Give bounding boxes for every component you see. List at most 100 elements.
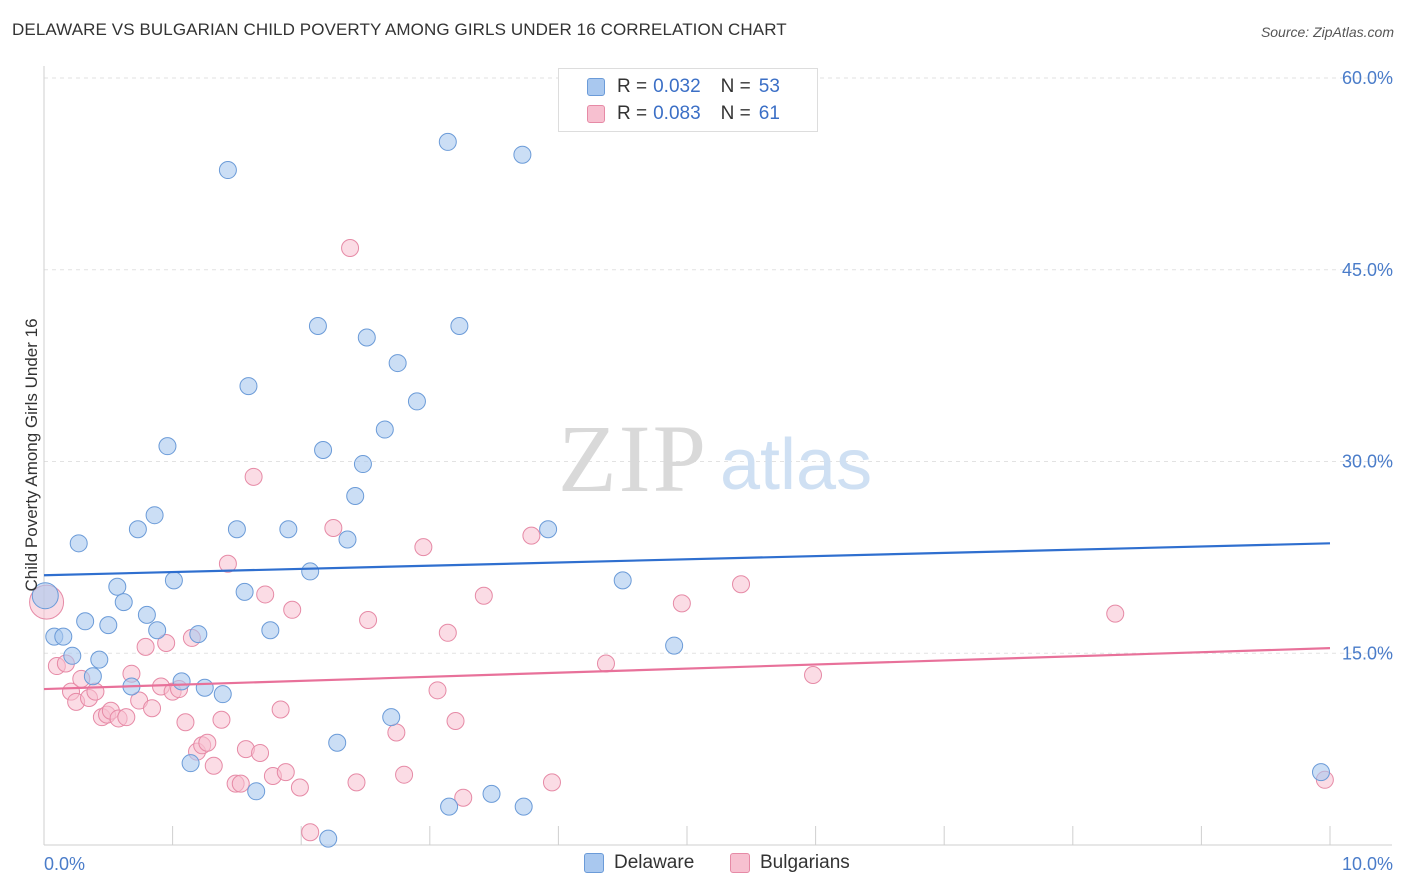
bulgarians-point (256, 585, 275, 604)
bulgarians-point (347, 773, 366, 792)
y-tick-label: 60.0% (1342, 68, 1393, 88)
legend-swatch-delaware (587, 78, 605, 96)
watermark: ZIP atlas (558, 405, 872, 512)
chart-title: DELAWARE VS BULGARIAN CHILD POVERTY AMON… (12, 20, 787, 39)
bulgarians-point (395, 765, 414, 784)
series-legend-bulgarians[interactable]: Bulgarians (730, 852, 850, 874)
bulgarians-point (271, 700, 290, 719)
delaware-point (158, 437, 177, 456)
legend-row-delaware: R = 0.032 N = 53 (587, 76, 780, 98)
bulgarians-point (117, 708, 136, 727)
delaware-trend-line (43, 542, 1331, 577)
delaware-point (63, 646, 82, 665)
y-tick-label: 30.0% (1342, 452, 1393, 472)
delaware-point (346, 487, 365, 506)
delaware-point (54, 627, 73, 646)
legend-r-value: 0.083 (653, 103, 701, 124)
delaware-point (301, 562, 320, 581)
trend-lines (43, 542, 1331, 691)
delaware-point (172, 672, 191, 691)
delaware-point (388, 354, 407, 373)
delaware-point (328, 733, 347, 752)
bulgarians-point (522, 526, 541, 545)
bulgarians-point (446, 712, 465, 731)
legend-r-label: R = (617, 103, 648, 124)
delaware-point (357, 328, 376, 347)
delaware-point (338, 530, 357, 549)
series-legend-delaware[interactable]: Delaware (584, 852, 694, 874)
delaware-point (148, 621, 167, 640)
delaware-points (31, 132, 1330, 848)
series-legend: Delaware Bulgarians (0, 852, 1406, 876)
bulgarians-point (804, 665, 823, 684)
delaware-point (114, 593, 133, 612)
bulgarians-point (290, 778, 309, 797)
delaware-point (440, 797, 459, 816)
bulgarians-points (29, 239, 1334, 842)
delaware-point (353, 455, 372, 474)
legend-n-label: N = (720, 76, 751, 97)
legend: R = 0.032 N = 53 R = 0.083 N = 61 (558, 68, 818, 132)
delaware-point (514, 797, 533, 816)
delaware-point (195, 678, 214, 697)
bulgarians-point (244, 467, 263, 486)
bulgarians-point (136, 637, 155, 656)
legend-r-label: R = (617, 76, 648, 97)
bulgarians-point (1106, 604, 1125, 623)
delaware-point (189, 625, 208, 644)
bulgarians-point (276, 763, 295, 782)
bulgarians-point (143, 699, 162, 718)
bulgarians-point (438, 623, 457, 642)
bulgarians-point (157, 634, 176, 653)
bulgarians-point (359, 611, 378, 630)
bulgarians-point (732, 575, 751, 594)
bulgarians-point (301, 823, 320, 842)
y-axis-label: Child Poverty Among Girls Under 16 (22, 318, 41, 592)
delaware-point (261, 621, 280, 640)
delaware-point (145, 506, 164, 525)
watermark-zip: ZIP (558, 405, 708, 512)
delaware-point (613, 571, 632, 590)
delaware-point (308, 316, 327, 335)
bulgarians-point (283, 600, 302, 619)
delaware-point (213, 685, 232, 704)
delaware-point (513, 145, 532, 164)
delaware-point (235, 582, 254, 601)
delaware-point (83, 667, 102, 686)
bulgarians-point (672, 594, 691, 613)
delaware-point (539, 520, 558, 539)
tick-labels: 15.0% 30.0% 45.0% 60.0% 0.0% 10.0% (44, 68, 1393, 874)
legend-row-bulgarians: R = 0.083 N = 61 (587, 103, 780, 125)
delaware-point (108, 577, 127, 596)
delaware-point (482, 784, 501, 803)
legend-n-value: 61 (758, 103, 780, 124)
delaware-point (227, 520, 246, 539)
bulgarians-point (454, 788, 473, 807)
legend-n-label: N = (720, 103, 751, 124)
grid-lines (44, 77, 1392, 654)
axes (43, 66, 1392, 846)
y-tick-label: 45.0% (1342, 260, 1393, 280)
delaware-point (247, 782, 266, 801)
bulgarians-swatch (730, 853, 750, 873)
x-tick-label: 0.0% (44, 854, 85, 874)
delaware-point (665, 636, 684, 655)
delaware-point (69, 534, 88, 553)
delaware-point (279, 520, 298, 539)
bulgarians-point (474, 586, 493, 605)
delaware-point (137, 605, 156, 624)
x-tick-label: 10.0% (1342, 854, 1393, 874)
delaware-label: Delaware (614, 852, 695, 873)
delaware-point (128, 520, 147, 539)
delaware-point (382, 708, 401, 727)
bulgarians-point (596, 654, 615, 673)
bulgarians-point (218, 554, 237, 573)
delaware-point (99, 616, 118, 635)
delaware-point (450, 316, 469, 335)
bulgarians-point (251, 743, 270, 762)
chart-source: Source: ZipAtlas.com (1260, 24, 1394, 40)
delaware-point (218, 161, 237, 180)
legend-n-value: 53 (758, 76, 780, 97)
bulgarians-trend-line (43, 647, 1331, 691)
bulgarians-point (204, 756, 223, 775)
